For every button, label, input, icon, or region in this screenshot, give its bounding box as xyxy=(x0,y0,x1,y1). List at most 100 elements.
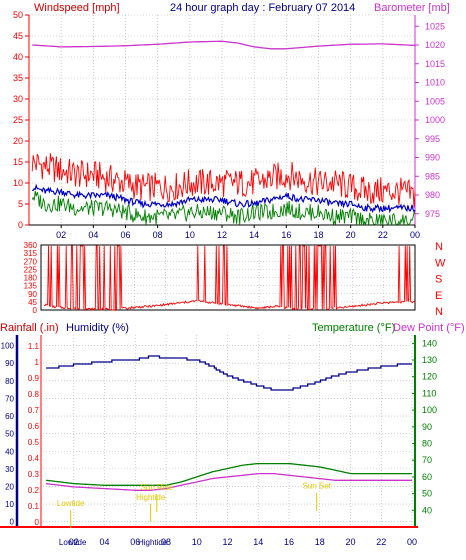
wind-tick-label: 30 xyxy=(13,94,23,104)
wind-gust-series xyxy=(31,153,416,208)
direction-tick-label: 135 xyxy=(24,282,38,291)
compass-label: S xyxy=(435,274,442,286)
dew_point-series xyxy=(46,472,412,491)
windspeed-axis-title: Windspeed [mph] xyxy=(34,2,120,14)
time-tick-label: 12 xyxy=(217,230,227,240)
wind-tick-label: 0 xyxy=(18,220,23,230)
humidity-tick-label: 60 xyxy=(5,412,14,421)
humidity-tick-label: 10 xyxy=(5,500,14,509)
barometer-tick-label: 1015 xyxy=(425,59,445,69)
temperature-tick-label: 130 xyxy=(422,355,437,365)
rainfall-tick-label: 0.2 xyxy=(28,486,40,495)
tide-marker-label: Lowtide xyxy=(59,538,87,547)
barometer-tick-label: 1025 xyxy=(425,21,445,31)
time-tick-label: 00 xyxy=(410,230,420,240)
temperature-tick-label: 120 xyxy=(422,372,437,382)
direction-tick-label: 270 xyxy=(24,257,38,266)
time-tick-label: 06 xyxy=(130,537,140,547)
humidity-tick-label: 30 xyxy=(5,465,14,474)
time-tick-label: 14 xyxy=(249,230,259,240)
rainfall-tick-label: 0 xyxy=(35,518,40,527)
humidity-tick-label: 0 xyxy=(10,518,15,527)
rainfall-axis-title: Rainfall (.in) xyxy=(0,322,59,334)
direction-tick-label: 90 xyxy=(28,290,37,299)
temperature-tick-label: 90 xyxy=(422,422,432,432)
temperature-series xyxy=(46,462,412,486)
time-tick-label: 14 xyxy=(253,537,263,547)
rainfall-tick-label: 0.4 xyxy=(28,454,40,463)
barometer-tick-label: 1000 xyxy=(425,115,445,125)
barometer-tick-label: 1010 xyxy=(425,78,445,88)
direction-tick-label: 360 xyxy=(24,241,38,250)
barometer-tick-label: 980 xyxy=(425,190,440,200)
time-tick-label: 00 xyxy=(407,537,417,547)
event-annotation: Lowtide xyxy=(57,499,85,508)
time-tick-label: 04 xyxy=(99,537,109,547)
time-tick-label: 02 xyxy=(69,537,79,547)
event-annotation: Sun Set xyxy=(302,482,331,491)
rainfall-tick-label: 0.1 xyxy=(28,502,40,511)
chart-title: 24 hour graph day : February 07 2014 xyxy=(170,2,355,14)
temperature-tick-label: 140 xyxy=(422,338,437,348)
rainfall-tick-label: 1.1 xyxy=(28,342,40,351)
rainfall-tick-label: 0.5 xyxy=(28,438,40,447)
direction-tick-label: 45 xyxy=(28,298,37,307)
dew-point-axis-title: Dew Point (°F) xyxy=(393,322,465,334)
wind-low-series xyxy=(31,190,416,227)
barometer-tick-label: 990 xyxy=(425,153,440,163)
temperature-tick-label: 70 xyxy=(422,455,432,465)
temperature-tick-label: 80 xyxy=(422,439,432,449)
barometer-tick-label: 995 xyxy=(425,134,440,144)
barometer-tick-label: 1020 xyxy=(425,40,445,50)
direction-tick-label: 180 xyxy=(24,274,38,283)
wind-tick-label: 10 xyxy=(13,178,23,188)
time-tick-label: 18 xyxy=(315,537,325,547)
humidity-tick-label: 90 xyxy=(5,359,14,368)
tide-marker-label: Hightide xyxy=(138,538,168,547)
rainfall-tick-label: 0.6 xyxy=(28,422,40,431)
humidity-series xyxy=(46,355,412,391)
wind-tick-label: 40 xyxy=(13,52,23,62)
humidity-tick-label: 20 xyxy=(5,482,14,491)
temperature-tick-label: 110 xyxy=(422,388,436,398)
event-annotation: Hightide xyxy=(136,493,166,502)
compass-label: N xyxy=(435,241,443,253)
temperature-tick-label: 60 xyxy=(422,472,432,482)
rainfall-tick-label: 0.8 xyxy=(28,390,40,399)
time-tick-label: 02 xyxy=(56,230,66,240)
compass-label: E xyxy=(435,290,442,302)
rainfall-tick-label: 0.3 xyxy=(28,470,40,479)
rainfall-tick-label: 0.7 xyxy=(28,406,40,415)
direction-tick-label: 0 xyxy=(33,306,38,315)
time-tick-label: 08 xyxy=(161,537,171,547)
time-tick-label: 08 xyxy=(153,230,163,240)
time-tick-label: 06 xyxy=(120,230,130,240)
wind-direction-series xyxy=(44,245,416,312)
wind-tick-label: 25 xyxy=(13,115,23,125)
barometer-series xyxy=(32,40,416,50)
time-tick-label: 22 xyxy=(376,537,386,547)
humidity-tick-label: 100 xyxy=(1,342,15,351)
barometer-tick-label: 1005 xyxy=(425,96,445,106)
humidity-tick-label: 40 xyxy=(5,447,14,456)
compass-label: N xyxy=(435,306,443,318)
barometer-axis-title: Barometer [mb] xyxy=(374,2,450,14)
barometer-tick-label: 985 xyxy=(425,171,440,181)
wind-tick-label: 50 xyxy=(13,10,23,20)
humidity-axis-title: Humidity (%) xyxy=(66,322,129,334)
event-annotation: Sun Rise xyxy=(141,483,174,492)
wind-average-series xyxy=(32,183,416,214)
time-tick-label: 20 xyxy=(345,537,355,547)
time-tick-label: 16 xyxy=(281,230,291,240)
temperature-tick-label: 40 xyxy=(422,505,432,515)
humidity-tick-label: 70 xyxy=(5,394,14,403)
humidity-tick-label: 80 xyxy=(5,377,14,386)
humidity-tick-label: 50 xyxy=(5,430,14,439)
compass-label: W xyxy=(435,257,446,269)
wind-tick-label: 20 xyxy=(13,136,23,146)
temperature-tick-label: 50 xyxy=(422,489,432,499)
temperature-tick-label: 100 xyxy=(422,405,437,415)
time-tick-label: 18 xyxy=(313,230,323,240)
